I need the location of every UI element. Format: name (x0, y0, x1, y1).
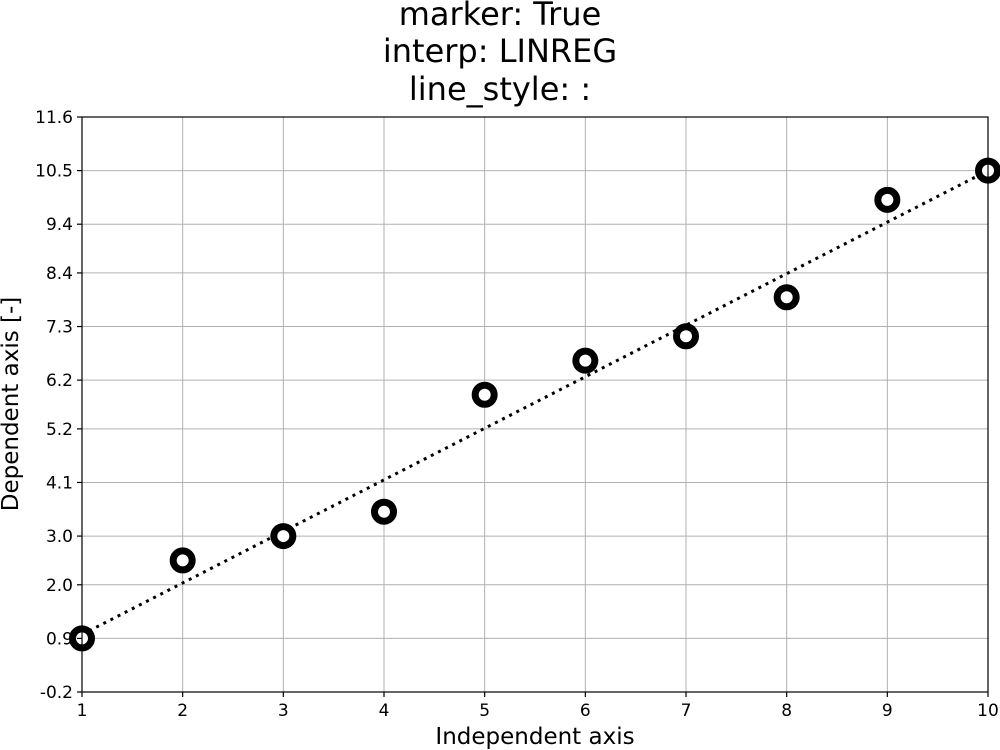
y-tick-label: -0.2 (40, 683, 73, 703)
y-tick-label: 4.1 (46, 473, 73, 493)
y-tick-label: 7.3 (46, 318, 73, 338)
y-tick-label: 10.5 (35, 162, 73, 182)
x-tick-label: 10 (977, 701, 999, 721)
y-tick-label: 9.4 (46, 215, 73, 235)
y-tick-label: 6.2 (46, 371, 73, 391)
title-line-3: line_style: : (409, 70, 591, 108)
data-point (270, 523, 297, 550)
x-tick-label: 6 (580, 701, 591, 721)
x-tick-label: 7 (681, 701, 692, 721)
x-tick-label: 8 (781, 701, 792, 721)
x-tick-label: 2 (177, 701, 188, 721)
title-line-2: interp: LINREG (383, 32, 617, 70)
data-point (572, 347, 599, 374)
grid (81, 116, 989, 693)
data-point (371, 498, 397, 525)
y-tick-label: 3.0 (46, 527, 73, 547)
title-line-1: marker: True (399, 0, 602, 33)
data-point (471, 381, 498, 408)
data-point (673, 323, 699, 350)
y-tick-label: 11.6 (35, 108, 73, 128)
axis-ticks: 1 2 3 4 5 6 7 8 9 10 -0.2 0.9 2.0 3.0 4.1 5.2 6.2 7.3 8.4 9… (35, 108, 999, 721)
data-point (169, 547, 196, 574)
data-point (773, 284, 800, 311)
data-points (69, 157, 1000, 652)
y-tick-label: 0.9 (46, 629, 73, 649)
x-tick-label: 3 (278, 701, 289, 721)
y-tick-label: 2.0 (46, 576, 73, 596)
x-axis-label: Independent axis (435, 724, 634, 750)
plot-frame (81, 116, 989, 693)
regression-line-group (81, 169, 989, 636)
data-point (874, 186, 901, 213)
regression-line (81, 169, 989, 636)
y-tick-label: 8.4 (46, 264, 73, 284)
chart-title: marker: True interp: LINREG line_style: … (383, 0, 617, 108)
y-tick-label: 5.2 (46, 420, 73, 440)
x-tick-label: 4 (379, 701, 390, 721)
y-axis-label: Dependent axis [-] (0, 297, 24, 511)
x-tick-label: 1 (77, 701, 88, 721)
x-tick-label: 5 (479, 701, 490, 721)
x-tick-label: 9 (882, 701, 893, 721)
